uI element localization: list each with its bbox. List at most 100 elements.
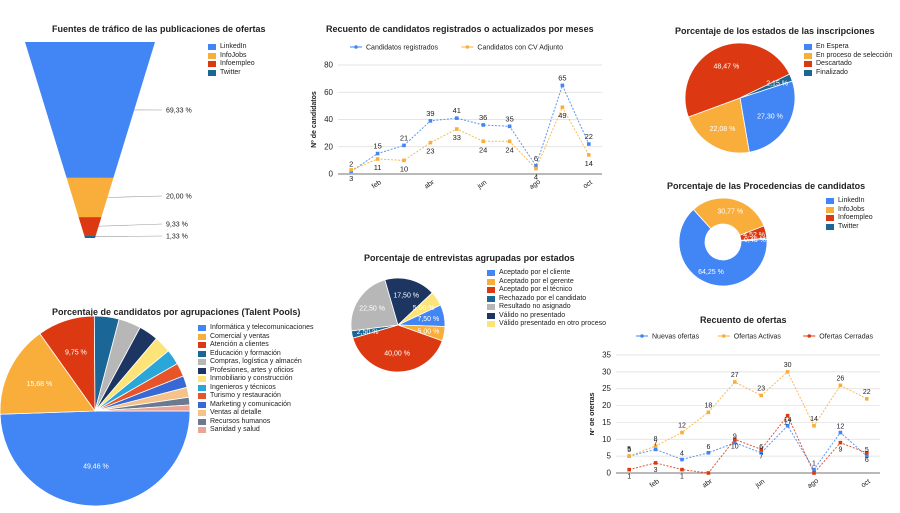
legend-swatch [198, 410, 206, 417]
pie-states-title: Porcentaje de los estados de las inscrip… [675, 26, 875, 36]
legend-swatch [804, 44, 812, 51]
data-label: 6 [865, 457, 869, 464]
legend-label: Atención a clientes [210, 341, 269, 348]
data-point [653, 447, 658, 452]
data-label: 33 [453, 133, 461, 142]
data-label: 4 [534, 173, 538, 182]
pie-slice [384, 277, 433, 326]
data-point [680, 430, 684, 435]
data-label: 36 [479, 113, 487, 122]
pie-value-label: 2,50 % [357, 329, 379, 336]
legend-item: Descartado [804, 60, 892, 69]
data-label: 1 [680, 474, 684, 481]
y-tick-label: 5 [607, 452, 612, 461]
data-label: 14 [810, 416, 818, 423]
series-line [351, 106, 590, 171]
legend-item: InfoJobs [826, 206, 873, 215]
data-point [733, 440, 737, 445]
series-line [629, 371, 868, 457]
legend-swatch [198, 418, 206, 425]
data-point [812, 471, 816, 475]
data-point [481, 123, 485, 127]
data-point [534, 164, 538, 168]
pie-talent-panel: Porcentaje de candidatos por agrupacione… [0, 295, 340, 513]
pie-value-label: 30,77 % [717, 208, 743, 215]
x-tick-label: jun [754, 478, 767, 490]
legend-swatch [826, 198, 834, 205]
pie-value-label: 7,50 % [417, 316, 439, 323]
legend-item: Sanidad y salud [198, 426, 314, 435]
legend-label: Nuevas ofertas [652, 334, 700, 341]
data-label: 5 [627, 447, 631, 454]
data-label: 9 [733, 434, 737, 441]
legend-item: Aceptado por el gerente [487, 278, 597, 287]
funnel-value-label: 20,00 % [166, 194, 192, 201]
legend-swatch [487, 304, 495, 311]
data-label: 24 [505, 145, 513, 154]
legend-item: Resultado no asignado [487, 303, 597, 312]
y-tick-label: 30 [602, 367, 611, 376]
pie-value-label: 49,46 % [83, 463, 109, 470]
legend-item: LinkedIn [826, 197, 873, 206]
data-label: 27 [731, 372, 739, 379]
legend-label: Válido no presentado [499, 311, 566, 319]
data-point [428, 119, 433, 123]
pie-interviews-chart: 7,50 % 5,00 % 40,00 % 2,50 % 22,50 % 17,50 % 5… [350, 277, 446, 373]
legend-label: Profesiones, artes y oficios [210, 366, 294, 374]
funnel-value-label: 9,33 % [166, 222, 188, 229]
pie-slice [94, 404, 191, 412]
pie-slice [692, 197, 765, 236]
pie-value-label: 22,50 % [359, 305, 385, 312]
data-point [507, 139, 512, 144]
y-axis-label: Nº de candidatos [311, 91, 318, 148]
legend-swatch [208, 69, 216, 76]
legend-item: Recursos humanos [198, 418, 314, 427]
data-label: 49 [558, 111, 566, 120]
pie-slice [352, 324, 443, 373]
data-label: 18 [705, 402, 713, 409]
data-label: 10 [731, 443, 739, 450]
legend-swatch [804, 61, 812, 68]
pie-value-label: 15,68 % [27, 381, 53, 388]
legend-swatch [198, 401, 206, 408]
pie-slice [740, 237, 768, 242]
legend-label: Recursos humanos [210, 417, 271, 425]
pie-interviews-panel: Porcentaje de entrevistas agrupadas por … [340, 245, 606, 385]
data-point [812, 424, 816, 428]
legend-item: En proceso de selección [804, 52, 892, 61]
pie-states-panel: Porcentaje de los estados de las inscrip… [640, 0, 900, 170]
legend-swatch [208, 61, 216, 68]
legend-swatch [487, 287, 495, 294]
data-label: 23 [757, 385, 765, 392]
data-point [534, 166, 538, 171]
data-label: 30 [784, 362, 792, 369]
pie-states-legend: En Espera En proceso de selección Descarta… [804, 43, 892, 77]
data-label: 21 [400, 133, 408, 142]
funnel-chart: 69,33 % 20,00 % 9,33 % 1,33 % [25, 42, 192, 241]
legend-item: Twitter [826, 223, 873, 232]
legend-label: En proceso de selección [816, 51, 893, 59]
series-line [629, 414, 867, 474]
funnel-value-label: 1,33 % [166, 234, 188, 241]
y-tick-label: 80 [324, 61, 333, 70]
funnel-segment [25, 42, 155, 178]
line1-title: Recuento de candidatos registrados o act… [326, 24, 594, 34]
legend-swatch [487, 312, 495, 319]
legend-item: Ventas al detalle [198, 409, 314, 418]
data-point [349, 168, 353, 172]
y-tick-label: 40 [324, 115, 333, 124]
data-point [812, 467, 816, 472]
data-label: 65 [558, 73, 566, 82]
pie-value-label: 5,00 % [413, 305, 435, 312]
legend-label: Twitter [220, 68, 241, 76]
x-tick-label: feb [649, 478, 661, 489]
legend-item: Marketing y comunicación [198, 401, 314, 410]
legend-item: Profesiones, artes y oficios [198, 367, 314, 376]
x-tick-label: abr [423, 179, 436, 191]
pie-slice [678, 208, 768, 287]
data-label: 1 [627, 474, 631, 481]
legend-label: Ofertas Cerradas [819, 334, 873, 341]
data-point [375, 151, 380, 156]
legend-marker [465, 45, 470, 49]
